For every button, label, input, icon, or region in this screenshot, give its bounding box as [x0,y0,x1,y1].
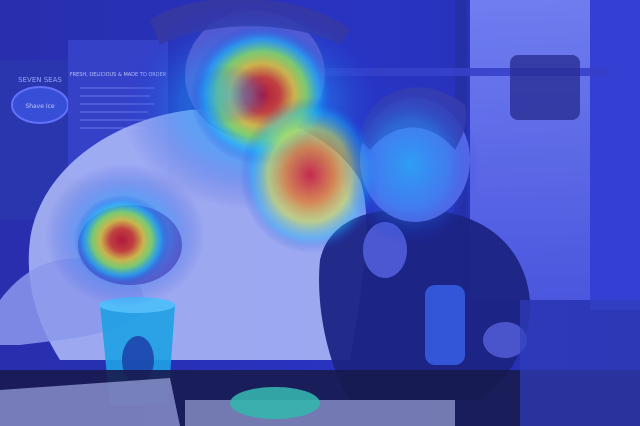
menu-header-text: FRESH, DELICIOUS & MADE TO ORDER [70,72,167,78]
snack-on-plate [230,387,320,419]
poster-brand-text: SEVEN SEAS [18,76,62,84]
paper-tray [0,378,180,426]
heat-child-face [340,85,480,245]
shirt-graphic [425,285,465,365]
poster-sub-text: Shave Ice [25,103,55,110]
heat-snack [74,195,170,285]
heat-cap-edge [190,65,270,125]
window-frame [590,0,640,310]
window-rail [310,68,610,76]
paper-plate [185,400,455,426]
parked-car [510,55,580,120]
man-hand-on-child [483,322,527,358]
heatmap-overlay [45,0,480,307]
floor [520,300,640,426]
